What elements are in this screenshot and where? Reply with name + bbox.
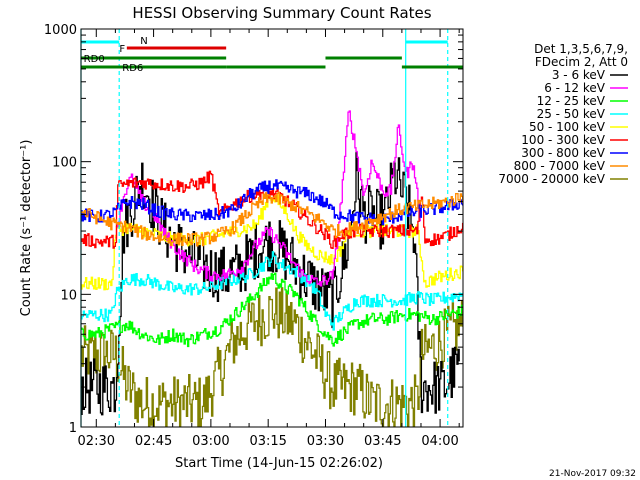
legend: Det 1,3,5,6,7,9, FDecim 2, Att 0 3 - 6 k… bbox=[498, 42, 628, 186]
x-tick-label-5: 03:45 bbox=[364, 434, 401, 449]
series-6-12-kev bbox=[115, 110, 421, 287]
x-tick-label-0: 02:30 bbox=[78, 434, 115, 449]
state-bar-layer: F N RD0 RD6 bbox=[81, 36, 463, 74]
legend-label-3-6-kev: 3 - 6 keV bbox=[552, 68, 606, 82]
x-axis-ticks: 02:30 02:45 03:00 03:15 03:30 03:45 04:00 bbox=[78, 29, 460, 449]
x-axis-label: Start Time (14-Jun-15 02:26:02) bbox=[175, 456, 383, 471]
x-tick-label-3: 03:15 bbox=[249, 434, 286, 449]
legend-label-800-7000-kev: 800 - 7000 keV bbox=[514, 159, 606, 173]
legend-header-line-2: FDecim 2, Att 0 bbox=[535, 55, 628, 69]
footer-timestamp: 21-Nov-2017 09:32 bbox=[549, 469, 636, 479]
legend-label-100-300-kev: 100 - 300 keV bbox=[521, 133, 605, 147]
y-tick-label-0: 1 bbox=[69, 421, 77, 436]
series-7000-20000-kev bbox=[81, 287, 463, 427]
y-tick-label-3: 1000 bbox=[44, 23, 77, 38]
y-tick-label-2: 100 bbox=[52, 156, 77, 171]
y-axis-ticks: 1 10 100 1000 bbox=[44, 23, 463, 436]
legend-label-12-25-kev: 12 - 25 keV bbox=[537, 94, 606, 108]
series-800-7000-kev bbox=[81, 191, 463, 247]
series-25-50-kev bbox=[81, 251, 463, 331]
series-300-800-kev bbox=[81, 179, 463, 226]
series-100-300-kev bbox=[81, 170, 463, 250]
chart-title: HESSI Observing Summary Count Rates bbox=[132, 4, 431, 22]
series-layer bbox=[81, 110, 463, 427]
legend-label-7000-20000-kev: 7000 - 20000 keV bbox=[498, 172, 605, 186]
x-tick-label-6: 04:00 bbox=[421, 434, 458, 449]
legend-header-line-1: Det 1,3,5,6,7,9, bbox=[534, 42, 628, 56]
x-tick-label-2: 03:00 bbox=[192, 434, 229, 449]
state-bar-label-rd6: RD6 bbox=[122, 63, 143, 74]
legend-label-6-12-kev: 6 - 12 keV bbox=[544, 81, 606, 95]
plot-frame bbox=[80, 28, 464, 428]
y-tick-label-1: 10 bbox=[60, 288, 77, 303]
x-tick-label-4: 03:30 bbox=[307, 434, 344, 449]
series-12-25-kev bbox=[81, 272, 463, 348]
x-tick-label-1: 02:45 bbox=[135, 434, 172, 449]
legend-label-50-100-kev: 50 - 100 keV bbox=[529, 120, 606, 134]
state-bar-label-rd0: RD0 bbox=[84, 54, 105, 65]
state-bar-label-f: F bbox=[119, 44, 125, 55]
legend-label-25-50-kev: 25 - 50 keV bbox=[537, 107, 606, 121]
state-bar-label-n: N bbox=[140, 36, 147, 47]
legend-label-300-800-kev: 300 - 800 keV bbox=[521, 146, 605, 160]
y-axis-label: Count Rate (s⁻¹ detector⁻¹) bbox=[19, 140, 34, 317]
